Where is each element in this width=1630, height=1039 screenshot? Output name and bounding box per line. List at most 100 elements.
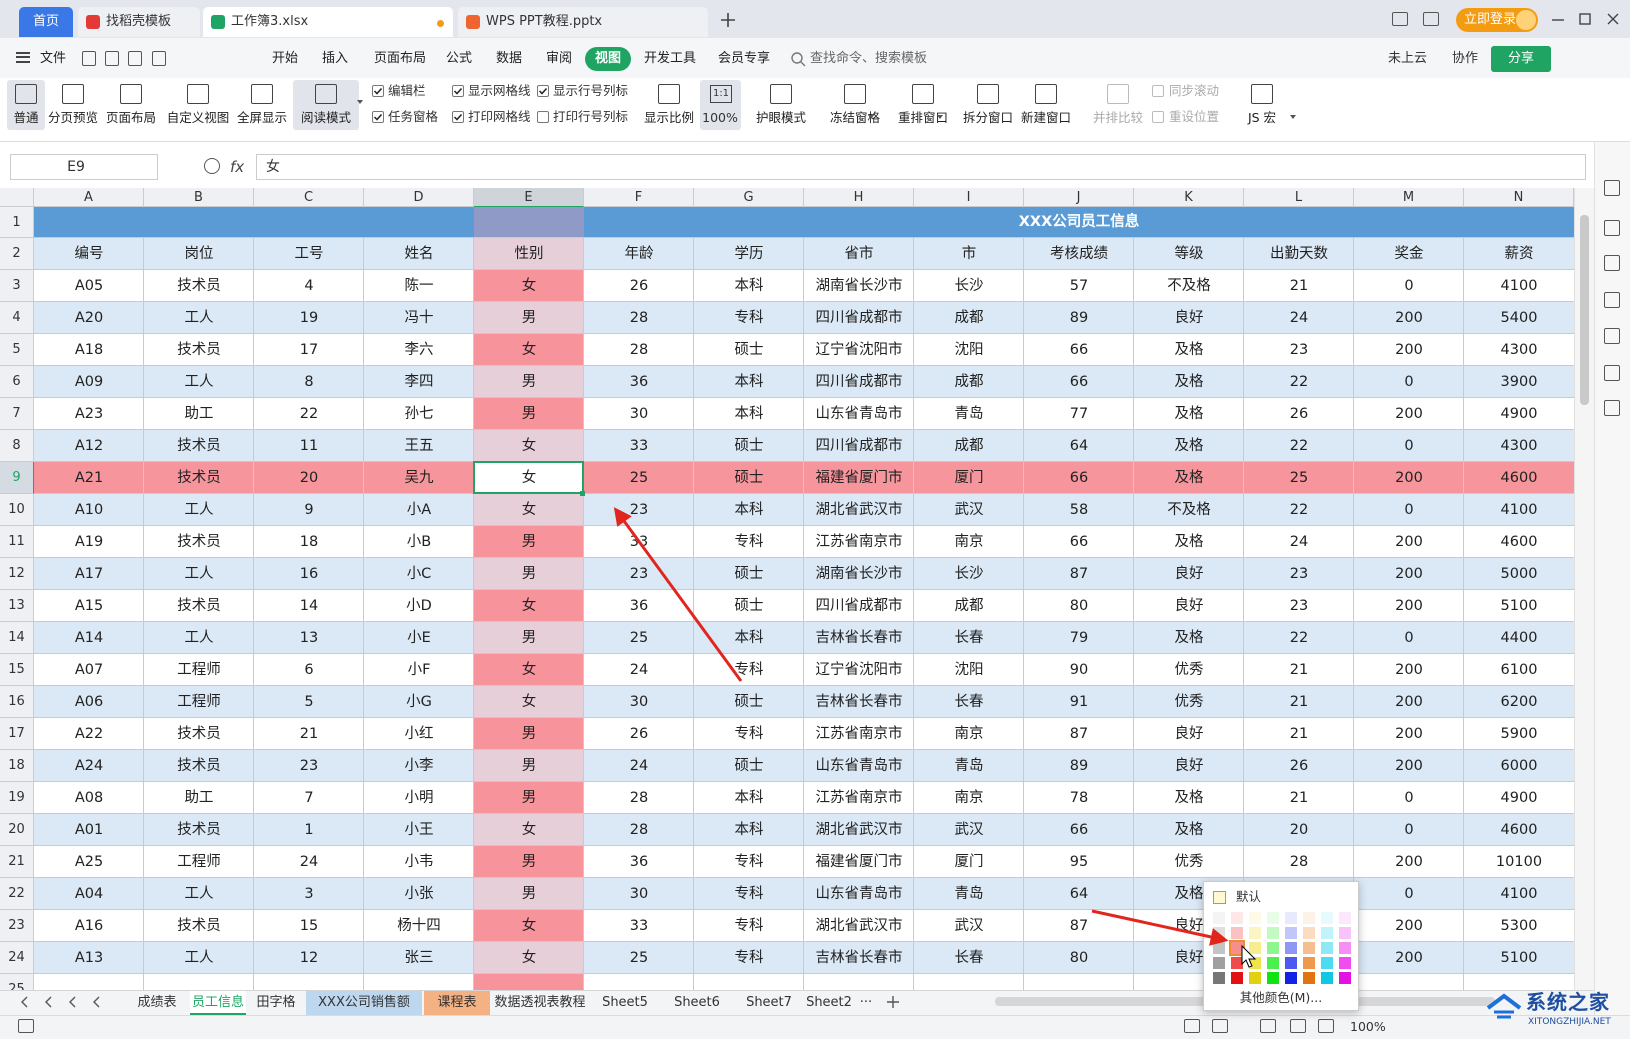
cell[interactable]: A12: [74, 438, 104, 454]
cell[interactable]: 4900: [1500, 406, 1538, 422]
sheet-tab[interactable]: ···: [859, 995, 873, 1010]
cell[interactable]: A07: [74, 662, 104, 678]
cell[interactable]: 本科: [734, 374, 764, 390]
cell[interactable]: 硕士: [734, 598, 764, 614]
row-header[interactable]: 8: [0, 430, 34, 462]
cell[interactable]: 男: [521, 374, 537, 390]
cell[interactable]: 26: [629, 726, 649, 742]
cell[interactable]: 89: [1069, 758, 1089, 774]
cell[interactable]: 0: [1404, 374, 1414, 390]
collaborate[interactable]: 协作: [1452, 51, 1479, 66]
share-button[interactable]: 分享: [1491, 46, 1551, 72]
cell[interactable]: 工人: [184, 374, 214, 390]
cell[interactable]: 工人: [184, 950, 214, 966]
row-header[interactable]: 2: [0, 238, 34, 270]
cell[interactable]: 技术员: [177, 726, 221, 742]
row-header[interactable]: 7: [0, 398, 34, 430]
cell[interactable]: 21: [1289, 278, 1309, 294]
cell[interactable]: 良好: [1174, 566, 1204, 582]
cell[interactable]: 6200: [1500, 694, 1538, 710]
cell[interactable]: 4300: [1500, 342, 1538, 358]
cell[interactable]: 长春: [954, 694, 984, 710]
cell[interactable]: 小韦: [404, 854, 434, 870]
cell[interactable]: 男: [521, 310, 537, 326]
cell[interactable]: 26: [629, 278, 649, 294]
ribbon-button[interactable]: 新建窗口: [1020, 110, 1071, 125]
column-header[interactable]: M: [1354, 188, 1464, 207]
row-header[interactable]: 1: [0, 207, 34, 238]
search-placeholder[interactable]: 查找命令、搜索模板: [810, 51, 928, 66]
cell[interactable]: 吉林省长春市: [815, 950, 903, 966]
cell[interactable]: 80: [1069, 598, 1089, 614]
cell[interactable]: 杨十四: [397, 918, 441, 934]
menu-item[interactable]: 插入: [322, 51, 349, 66]
cell[interactable]: 技术员: [177, 342, 221, 358]
cell[interactable]: A04: [74, 886, 104, 902]
cell[interactable]: 福建省厦门市: [815, 854, 903, 870]
checkbox[interactable]: [372, 85, 384, 97]
cell[interactable]: 不及格: [1167, 502, 1211, 518]
cell[interactable]: 26: [1289, 758, 1309, 774]
cell[interactable]: A24: [74, 758, 104, 774]
cell[interactable]: A10: [74, 502, 104, 518]
cell[interactable]: 硕士: [734, 470, 764, 486]
cell[interactable]: 长沙: [954, 278, 984, 294]
cell[interactable]: 200: [1395, 342, 1423, 358]
menu-item[interactable]: 文件: [40, 51, 67, 66]
fx-label[interactable]: fx: [230, 158, 245, 176]
cell[interactable]: 硕士: [734, 758, 764, 774]
column-header[interactable]: B: [144, 188, 254, 207]
cell[interactable]: 吉林省长春市: [815, 630, 903, 646]
cell[interactable]: 14: [299, 598, 319, 614]
color-swatch[interactable]: [1339, 972, 1351, 984]
cell[interactable]: 湖南省长沙市: [815, 278, 903, 294]
cell[interactable]: 沈阳: [954, 342, 984, 358]
cell[interactable]: A25: [74, 854, 104, 870]
cell[interactable]: 奖金: [1394, 246, 1424, 262]
ribbon-button[interactable]: 普通: [13, 110, 39, 125]
cell[interactable]: 本科: [734, 630, 764, 646]
color-swatch[interactable]: [1285, 927, 1297, 939]
cell[interactable]: 5000: [1500, 566, 1538, 582]
cell[interactable]: 6100: [1500, 662, 1538, 678]
tab-nav[interactable]: [44, 996, 54, 1008]
cell[interactable]: 28: [629, 790, 649, 806]
cell[interactable]: 本科: [734, 502, 764, 518]
color-swatch[interactable]: [1321, 912, 1333, 924]
cell[interactable]: 23: [629, 566, 649, 582]
cell[interactable]: A22: [74, 726, 104, 742]
cell[interactable]: 3900: [1500, 374, 1538, 390]
cell[interactable]: 工程师: [177, 694, 221, 710]
menu-item[interactable]: 页面布局: [374, 51, 427, 66]
tab-nav[interactable]: [20, 996, 30, 1008]
cell[interactable]: 专科: [734, 662, 764, 678]
cell[interactable]: 江苏省南京市: [815, 726, 903, 742]
cell[interactable]: 200: [1395, 470, 1423, 486]
cell[interactable]: 95: [1069, 854, 1089, 870]
status-icon[interactable]: [1260, 1019, 1276, 1033]
cell[interactable]: 11: [299, 438, 319, 454]
row-header[interactable]: 10: [0, 494, 34, 526]
checkbox[interactable]: [537, 85, 549, 97]
cell[interactable]: 28: [1289, 854, 1309, 870]
cell[interactable]: 技术员: [177, 758, 221, 774]
cell[interactable]: 成都: [954, 374, 984, 390]
status-icon[interactable]: [1318, 1019, 1334, 1033]
cell[interactable]: 长沙: [954, 566, 984, 582]
cell[interactable]: 66: [1069, 470, 1089, 486]
cell[interactable]: 5100: [1500, 598, 1538, 614]
cell[interactable]: 24: [629, 662, 649, 678]
cell[interactable]: 23: [1289, 598, 1309, 614]
cell[interactable]: 助工: [184, 790, 214, 806]
cell[interactable]: 姓名: [404, 246, 434, 262]
color-swatch[interactable]: [1267, 972, 1279, 984]
cell[interactable]: 及格: [1174, 886, 1204, 902]
color-swatch[interactable]: [1231, 972, 1243, 984]
sheet-tab[interactable]: Sheet6: [674, 995, 720, 1010]
sheet-tab[interactable]: 成绩表: [137, 995, 177, 1010]
cell[interactable]: 23: [629, 502, 649, 518]
cell[interactable]: 长春: [954, 950, 984, 966]
cell[interactable]: 武汉: [954, 918, 984, 934]
cell[interactable]: 及格: [1174, 790, 1204, 806]
cell[interactable]: 优秀: [1174, 694, 1204, 710]
